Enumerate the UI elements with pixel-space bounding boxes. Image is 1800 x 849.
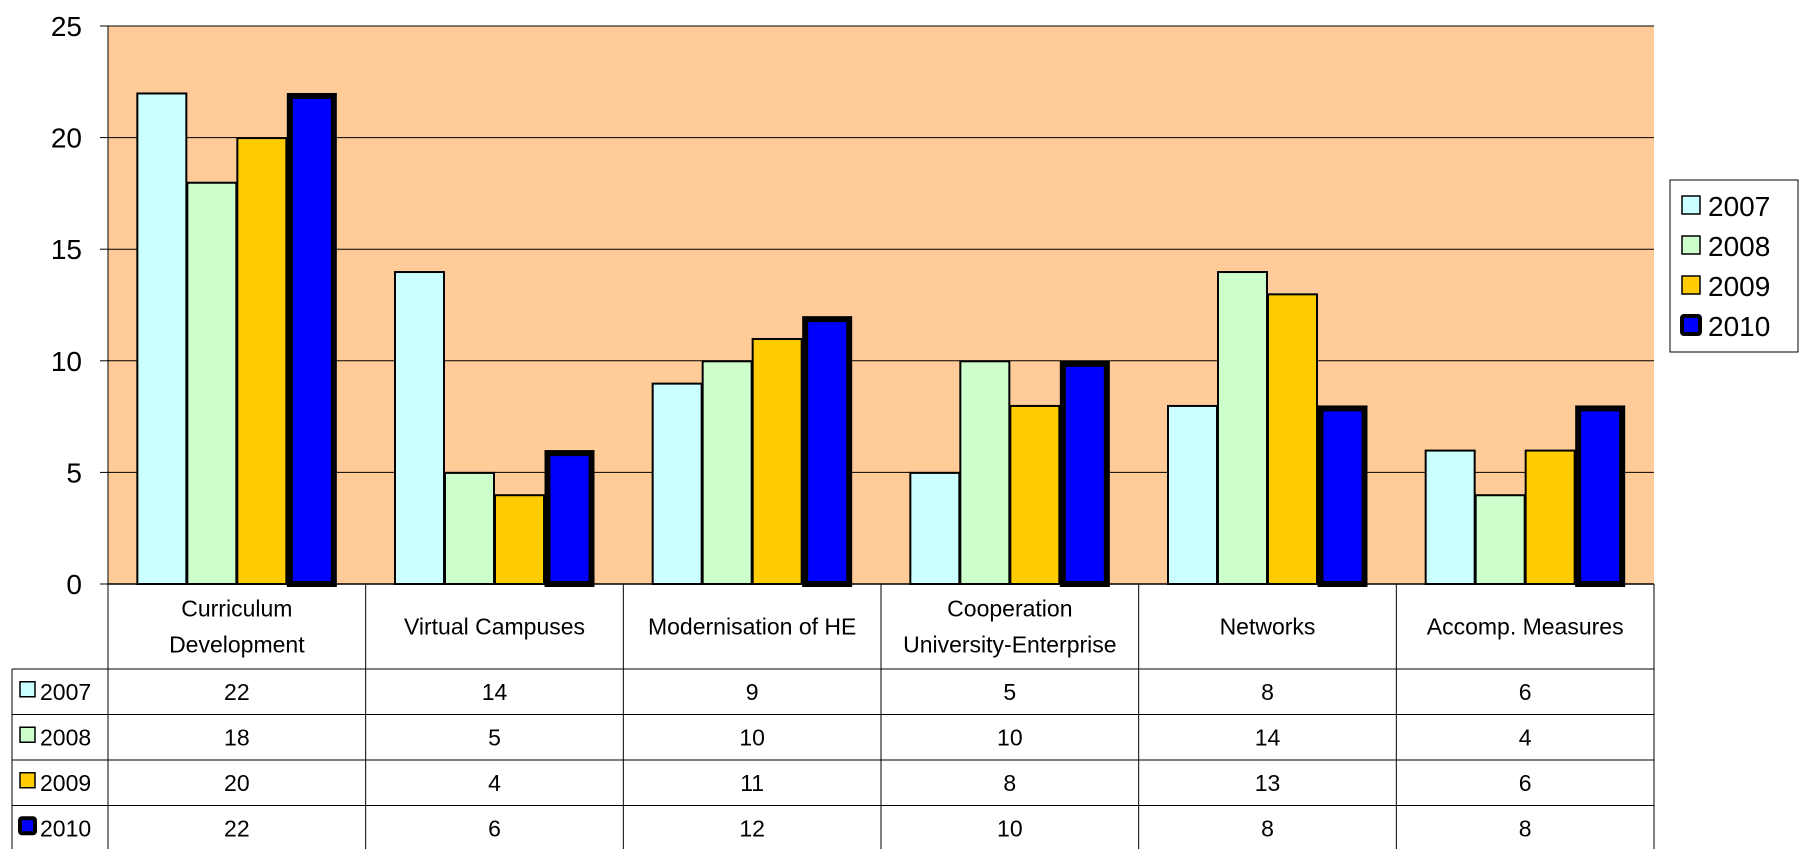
x-category-label: Cooperation (947, 596, 1072, 622)
x-category-label: Development (169, 632, 305, 658)
table-cell: 12 (739, 815, 765, 841)
table-cell: 10 (997, 724, 1023, 750)
table-cell: 8 (1261, 679, 1274, 705)
table-cell: 10 (739, 724, 765, 750)
table-row-label: 2009 (40, 770, 91, 796)
bar-2010-5 (1575, 405, 1626, 587)
table-key-2010 (18, 816, 37, 836)
table-cell: 5 (488, 724, 501, 750)
table-cell: 4 (1519, 724, 1532, 750)
table-cell: 14 (482, 679, 508, 705)
bar-2009-0 (236, 137, 288, 585)
bar-2010-1 (544, 450, 595, 587)
bar-2007-2 (651, 382, 703, 585)
table-cell: 6 (1519, 679, 1532, 705)
bar-2008-5 (1474, 494, 1526, 585)
y-tick-label: 10 (51, 346, 82, 377)
table-cell: 10 (997, 815, 1023, 841)
table-cell: 9 (746, 679, 759, 705)
table-row-label: 2008 (40, 724, 91, 750)
y-tick-label: 20 (51, 123, 82, 154)
x-category-label: Curriculum (181, 596, 292, 622)
bar-2008-2 (701, 360, 753, 585)
bar-2009-1 (494, 494, 545, 585)
table-cell: 14 (1255, 724, 1281, 750)
bar-2007-5 (1424, 449, 1476, 585)
table-cell: 8 (1519, 815, 1532, 841)
bar-2009-3 (1009, 404, 1061, 585)
y-tick-label: 25 (51, 11, 82, 42)
table-cell: 18 (224, 724, 250, 750)
legend-swatch-2010 (1680, 314, 1702, 336)
table-key-2009 (19, 772, 36, 789)
table-cell: 22 (224, 815, 250, 841)
table-cell: 6 (488, 815, 501, 841)
bar-2007-3 (909, 471, 961, 585)
bar-2007-4 (1167, 404, 1218, 585)
legend-swatch-2008 (1681, 235, 1701, 255)
legend-swatch-2009 (1681, 275, 1701, 295)
bar-2010-0 (286, 92, 337, 588)
table-row-label: 2010 (40, 815, 91, 841)
bar-2007-1 (394, 271, 445, 585)
bar-2008-1 (444, 471, 495, 585)
bar-2010-2 (802, 316, 853, 587)
x-category-label: Accomp. Measures (1427, 614, 1624, 640)
table-cell: 11 (740, 770, 764, 796)
bar-2008-0 (186, 181, 238, 586)
bar-2010-3 (1059, 360, 1110, 587)
x-category-label: University-Enterprise (903, 632, 1116, 658)
table-key-2007 (19, 681, 36, 698)
legend-label: 2009 (1708, 271, 1770, 302)
bar-2009-2 (751, 337, 803, 586)
table-cell: 4 (488, 770, 501, 796)
y-tick-label: 0 (66, 569, 82, 600)
bar-2007-0 (136, 92, 188, 586)
table-row-label: 2007 (40, 679, 91, 705)
table-key-2008 (19, 726, 36, 743)
table-cell: 20 (224, 770, 250, 796)
x-category-label: Networks (1220, 614, 1316, 640)
table-cell: 8 (1261, 815, 1274, 841)
legend-label: 2010 (1708, 311, 1770, 342)
y-tick-label: 15 (51, 234, 82, 265)
bar-2009-5 (1524, 449, 1576, 585)
table-cell: 6 (1519, 770, 1532, 796)
table-cell: 22 (224, 679, 250, 705)
plot-area (108, 26, 1654, 584)
legend-swatch-2007 (1681, 195, 1701, 215)
bar-2008-4 (1217, 271, 1268, 585)
table-cell: 13 (1255, 770, 1281, 796)
bar-2008-3 (959, 360, 1011, 585)
legend-label: 2008 (1708, 231, 1770, 262)
legend-label: 2007 (1708, 191, 1770, 222)
bar-2010-4 (1317, 405, 1368, 587)
x-category-label: Modernisation of HE (648, 614, 856, 640)
bar-2009-4 (1267, 293, 1318, 585)
table-cell: 8 (1003, 770, 1016, 796)
table-cell: 5 (1003, 679, 1016, 705)
y-tick-label: 5 (66, 457, 82, 488)
x-category-label: Virtual Campuses (404, 614, 585, 640)
